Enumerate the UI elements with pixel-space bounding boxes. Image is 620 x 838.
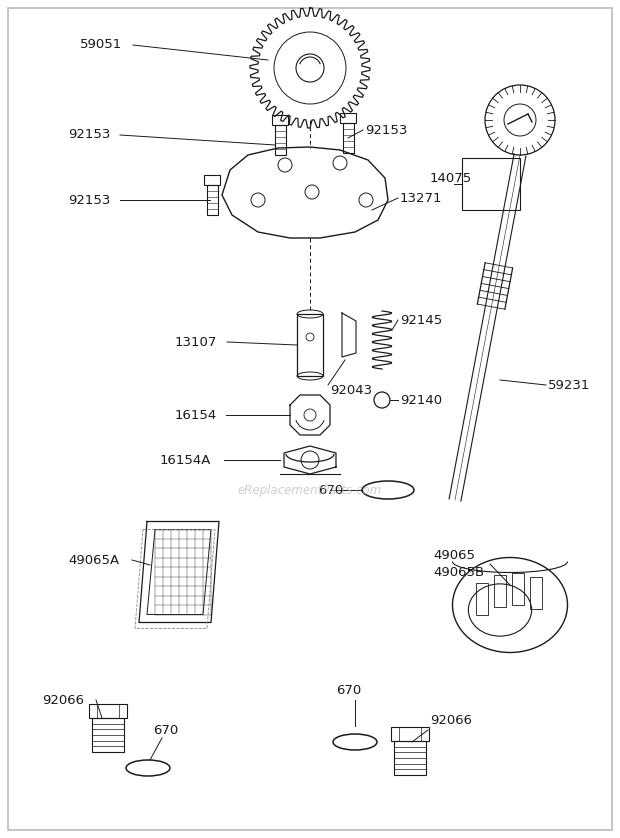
- Text: 92066: 92066: [42, 694, 84, 706]
- Text: 670: 670: [336, 684, 361, 696]
- Text: 92066: 92066: [430, 713, 472, 727]
- Text: 670: 670: [318, 484, 343, 496]
- Bar: [92, 718, 124, 752]
- Text: 59051: 59051: [80, 39, 122, 51]
- Bar: [512, 573, 524, 605]
- Text: 16154A: 16154A: [160, 453, 211, 467]
- Text: 49065B: 49065B: [433, 566, 484, 578]
- Text: 13107: 13107: [175, 335, 218, 349]
- Text: 49065A: 49065A: [68, 554, 119, 566]
- Bar: [297, 314, 323, 376]
- Bar: [530, 577, 542, 609]
- Bar: [340, 113, 356, 123]
- Text: 92153: 92153: [68, 128, 110, 142]
- Bar: [272, 115, 288, 125]
- Bar: [342, 123, 353, 153]
- Bar: [391, 727, 429, 741]
- Bar: [206, 185, 218, 215]
- Text: 49065: 49065: [433, 549, 475, 561]
- Bar: [205, 175, 219, 185]
- Text: 59231: 59231: [548, 379, 590, 391]
- Bar: [476, 583, 488, 615]
- Bar: [275, 125, 285, 155]
- Bar: [494, 575, 506, 607]
- Bar: [89, 704, 127, 718]
- Text: 92153: 92153: [365, 123, 407, 137]
- Text: 16154: 16154: [175, 408, 217, 422]
- Text: 670: 670: [153, 723, 179, 737]
- Text: 92145: 92145: [400, 313, 442, 327]
- Text: 92153: 92153: [68, 194, 110, 206]
- Text: 92140: 92140: [400, 394, 442, 406]
- Bar: [394, 741, 426, 775]
- Text: 14075: 14075: [430, 172, 472, 184]
- Text: eReplacementParts.com: eReplacementParts.com: [238, 484, 382, 496]
- Bar: [462, 158, 520, 210]
- Text: 13271: 13271: [400, 192, 443, 204]
- Text: 92043: 92043: [330, 384, 372, 396]
